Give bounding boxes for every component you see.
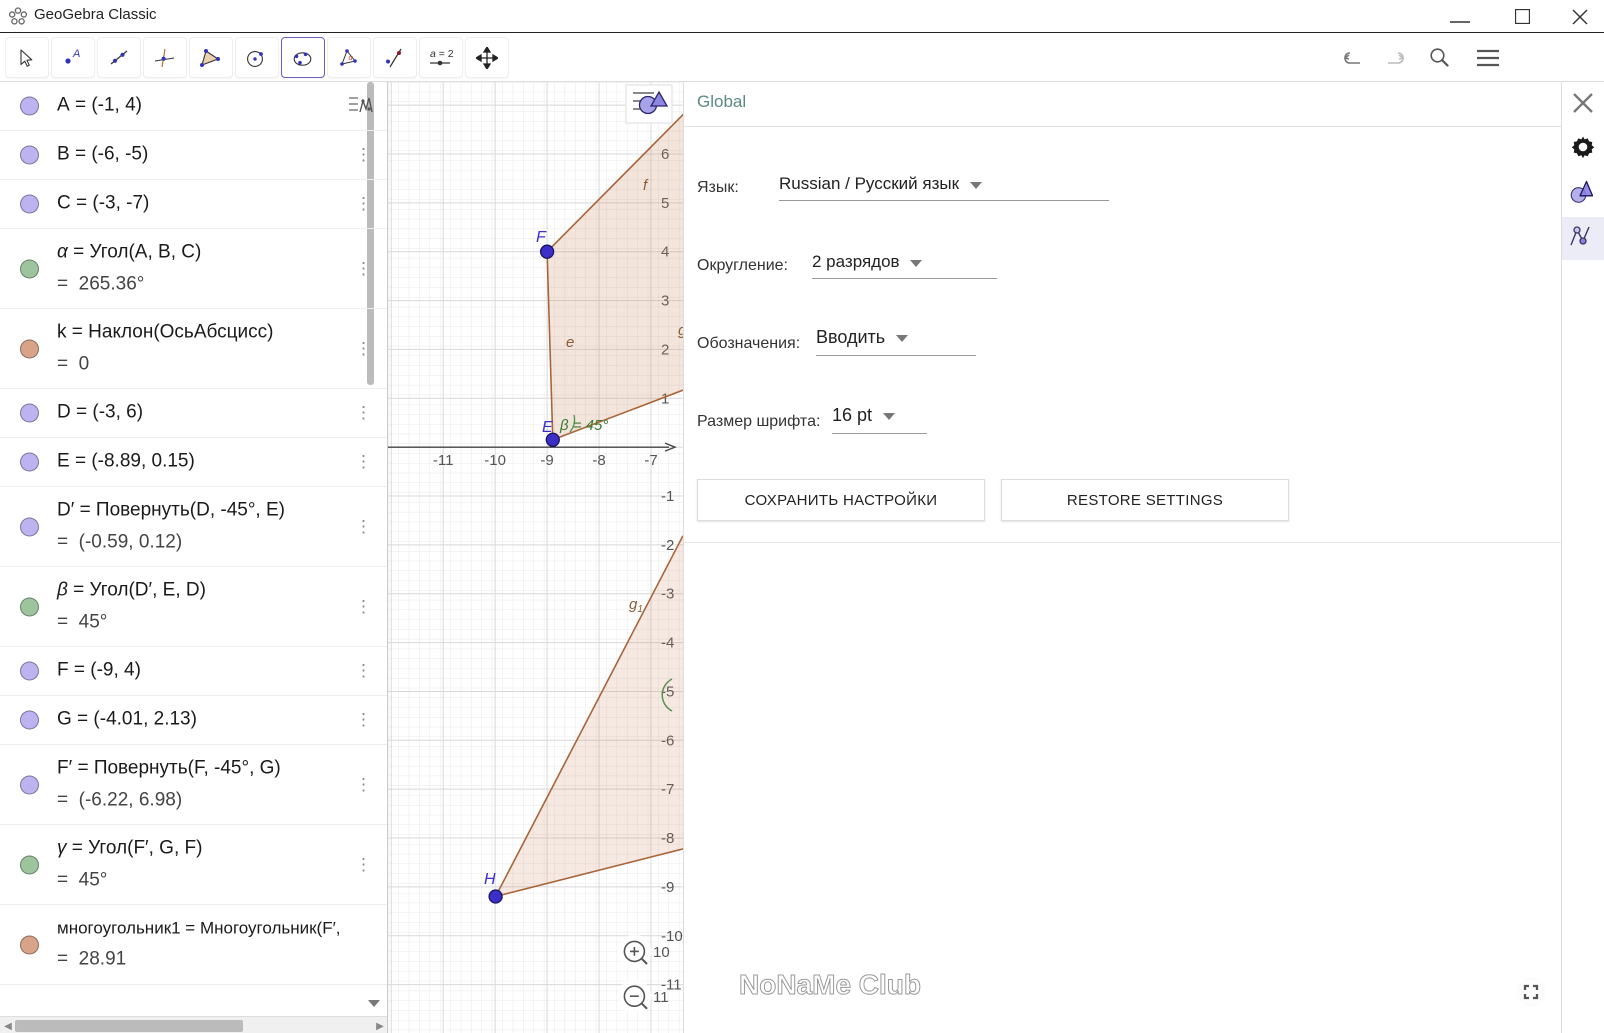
svg-text:A: A — [72, 48, 80, 60]
svg-text:-8: -8 — [592, 452, 605, 469]
svg-text:-1: -1 — [661, 488, 674, 505]
svg-text:e: e — [566, 334, 574, 351]
svg-text:-7: -7 — [644, 452, 657, 469]
svg-text:-10: -10 — [661, 928, 683, 945]
svg-text:a = 2: a = 2 — [430, 48, 454, 60]
svg-text:H: H — [484, 871, 496, 888]
svg-text:-10: -10 — [484, 452, 506, 469]
svg-text:10: 10 — [653, 944, 670, 961]
svg-text:F: F — [536, 229, 547, 246]
svg-text:-2: -2 — [661, 537, 674, 554]
svg-text:NoNaMe Club: NoNaMe Club — [739, 969, 921, 1000]
svg-text:E: E — [542, 419, 553, 436]
svg-text:-11: -11 — [433, 452, 454, 469]
svg-text:-9: -9 — [661, 879, 674, 896]
svg-text:-9: -9 — [540, 452, 553, 469]
svg-text:β = 45°: β = 45° — [559, 417, 608, 434]
svg-text:11: 11 — [653, 989, 669, 1006]
